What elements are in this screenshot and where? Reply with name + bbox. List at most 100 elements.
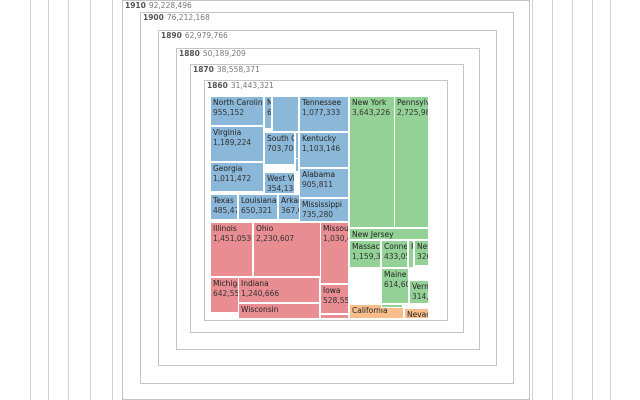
year-label-population: 31,443,321 — [230, 81, 274, 90]
state-cell-virginia[interactable]: Virginia 1,189,224 — [210, 126, 264, 162]
frame-line — [552, 0, 553, 400]
state-cell-connecticut[interactable]: Connecticut433,055 — [381, 240, 408, 268]
state-label: Georgia 1,011,472 — [213, 164, 263, 184]
state-value: 367,001 — [281, 206, 299, 215]
year-label: 1910 92,228,496 — [125, 1, 192, 10]
year-label-population: 92,228,496 — [148, 1, 192, 10]
state-name: Indiana — [241, 279, 269, 288]
state-cell-missouri[interactable]: Missouri1,030,454 — [320, 222, 349, 284]
state-label: Alabama 905,811 — [302, 170, 348, 190]
state-value: 2,230,607 — [256, 234, 295, 243]
state-name: Wisconsin — [241, 305, 279, 314]
state-cell-nevada[interactable]: Nevada — [404, 308, 429, 318]
state-label: Massachusetts1,159,344 — [352, 242, 380, 262]
year-label-year: 1900 — [143, 13, 164, 22]
state-cell-georgia[interactable]: Georgia 1,011,472 — [210, 162, 264, 192]
state-name: Nevada — [407, 310, 428, 318]
state-label: Wisconsin — [241, 305, 319, 315]
state-cell-small[interactable] — [272, 96, 299, 132]
year-label-year: 1870 — [193, 65, 214, 74]
state-cell-alabama[interactable]: Alabama 905,811 — [299, 168, 349, 198]
state-cell-new-jersey[interactable]: New Jersey — [349, 228, 429, 240]
state-cell-arkansas[interactable]: Arkansas367,001 — [278, 194, 300, 220]
state-name: Georgia — [213, 164, 243, 173]
state-name: Arkansas — [281, 196, 299, 205]
frame-line — [90, 0, 91, 400]
state-label: South Carolina703,708 — [267, 134, 294, 154]
state-label: Rhode Island — [411, 242, 413, 252]
state-label: Indiana 1,240,666 — [241, 279, 319, 299]
state-value: 1,103,146 — [302, 144, 341, 153]
state-cell-indiana[interactable]: Indiana 1,240,666 — [238, 277, 320, 303]
state-label: Maryland687,049 — [267, 98, 271, 118]
state-value: 642,552 — [213, 289, 238, 298]
year-label-population: 38,558,371 — [216, 65, 260, 74]
state-name: Mississippi — [302, 200, 342, 209]
state-cell-ohio[interactable]: Ohio 2,230,607 — [253, 222, 321, 277]
state-name: Louisiana — [241, 196, 277, 205]
state-name: Tennessee — [302, 98, 342, 107]
state-name: North Carolina — [213, 98, 263, 107]
state-cell-small[interactable] — [295, 158, 299, 172]
state-cell-tennessee[interactable]: Tennessee 1,077,333 — [299, 96, 349, 132]
state-cell-michigan[interactable]: Michigan642,552 — [210, 277, 239, 313]
state-name: Iowa — [323, 286, 341, 295]
frame-line — [48, 0, 49, 400]
state-label: North Carolina 955,152 — [213, 98, 263, 118]
state-label: Ohio 2,230,607 — [256, 224, 320, 244]
state-value: 3,643,226 — [352, 108, 391, 117]
state-value: 528,550 — [323, 296, 348, 305]
state-name: Pennsylvania — [397, 98, 428, 107]
state-cell-kentucky[interactable]: Kentucky 1,103,146 — [299, 132, 349, 168]
state-cell-south-carolina[interactable]: South Carolina703,708 — [264, 132, 295, 165]
state-cell-maryland[interactable]: Maryland687,049 — [264, 96, 272, 129]
state-cell-new-york[interactable]: New York 3,643,226 — [349, 96, 396, 228]
state-cell-louisiana[interactable]: Louisiana 650,321 — [238, 194, 278, 220]
state-name: Virginia — [213, 128, 242, 137]
state-label: New York 3,643,226 — [352, 98, 395, 118]
state-cell-mississippi[interactable]: Mississippi 735,280 — [299, 198, 349, 222]
state-name: West Virginia — [267, 174, 294, 183]
state-cell-vermont[interactable]: Vermont314,810 — [409, 280, 429, 304]
year-label-year: 1880 — [179, 49, 200, 58]
state-value: 1,240,666 — [241, 289, 280, 298]
state-value: 955,152 — [213, 108, 245, 117]
state-label: New Hampshire326,073 — [417, 242, 428, 262]
state-cell-new-hampshire[interactable]: New Hampshire326,073 — [414, 240, 429, 266]
state-label: Connecticut433,055 — [384, 242, 407, 262]
state-name: Maine — [384, 270, 407, 279]
state-value: 703,708 — [267, 144, 294, 153]
state-label: Vermont314,810 — [412, 282, 428, 302]
state-cell-illinois[interactable]: Illinois 1,451,053 — [210, 222, 253, 277]
state-name: Texas — [213, 196, 234, 205]
state-cell-rhode-island[interactable]: Rhode Island — [408, 240, 414, 268]
state-name: Michigan — [213, 279, 238, 288]
state-value: 905,811 — [302, 180, 334, 189]
state-label: Missouri1,030,454 — [323, 224, 348, 244]
frame-line — [572, 0, 573, 400]
state-cell-small[interactable] — [320, 314, 349, 318]
state-value: 735,280 — [302, 210, 334, 219]
state-cell-wisconsin[interactable]: Wisconsin — [238, 303, 320, 318]
state-cell-massachusetts[interactable]: Massachusetts1,159,344 — [349, 240, 381, 268]
year-label-population: 62,979,766 — [184, 31, 228, 40]
year-label: 1860 31,443,321 — [207, 81, 274, 90]
frame-line — [68, 0, 69, 400]
state-cell-pennsylvania[interactable]: Pennsylvania2,725,984 — [394, 96, 429, 228]
state-cell-north-carolina[interactable]: North Carolina 955,152 — [210, 96, 264, 126]
state-label: Nevada — [407, 310, 428, 318]
state-cell-small[interactable] — [381, 304, 403, 308]
state-label: Tennessee 1,077,333 — [302, 98, 348, 118]
state-cell-west-virginia[interactable]: West Virginia354,138 — [264, 172, 295, 194]
state-value: 1,189,224 — [213, 138, 252, 147]
state-name: New Hampshire — [417, 242, 428, 251]
year-label: 1870 38,558,371 — [193, 65, 260, 74]
state-value: 650,321 — [241, 206, 273, 215]
